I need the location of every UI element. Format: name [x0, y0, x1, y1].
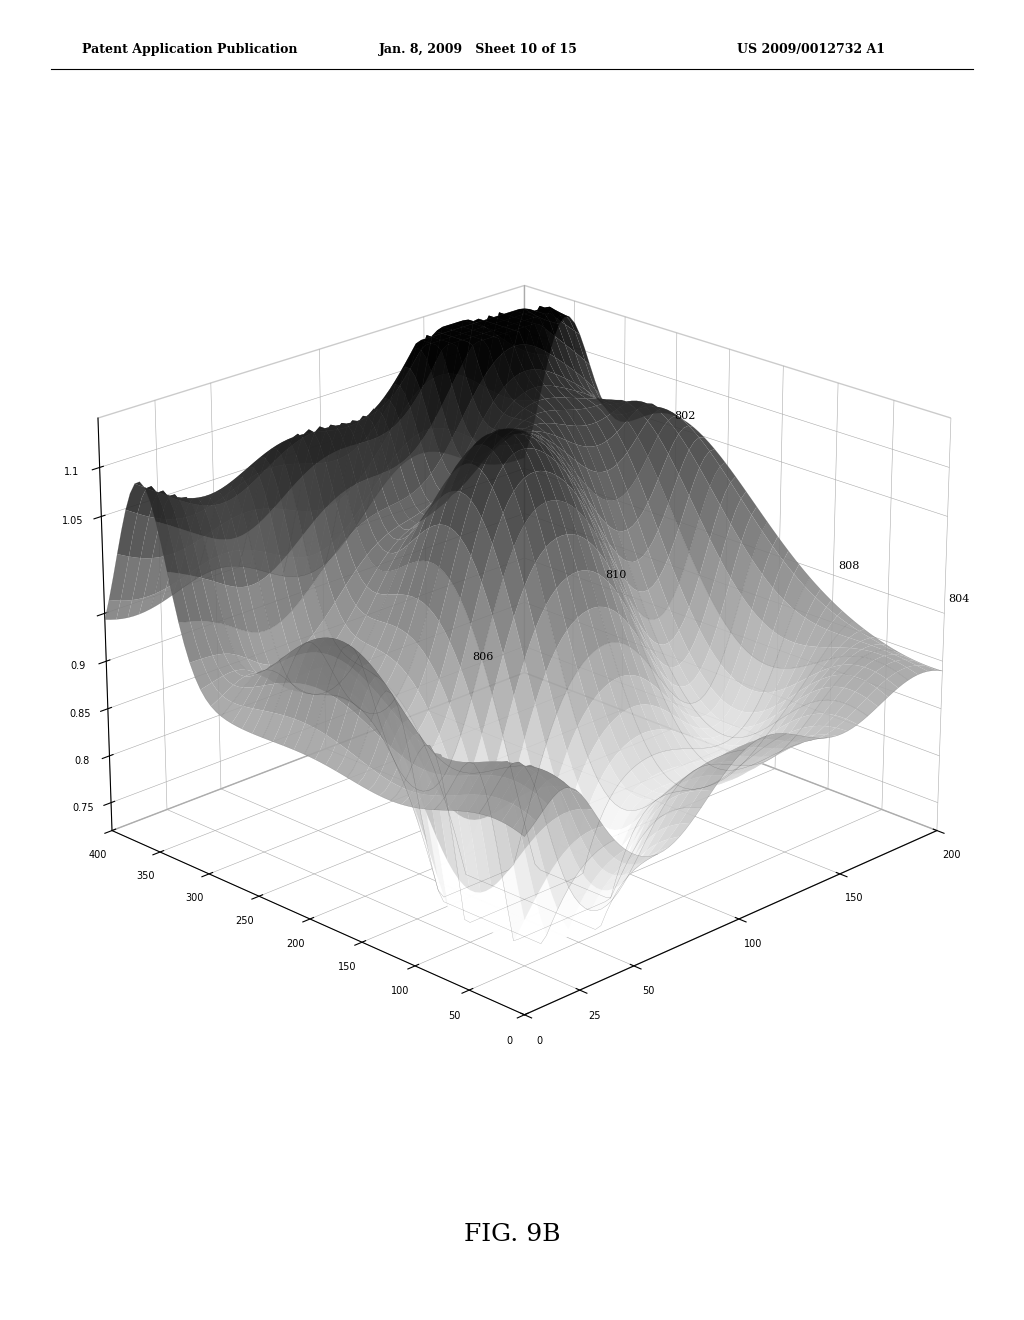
Text: US 2009/0012732 A1: US 2009/0012732 A1	[737, 42, 886, 55]
Text: Patent Application Publication: Patent Application Publication	[82, 42, 297, 55]
Text: FIG. 9B: FIG. 9B	[464, 1222, 560, 1246]
Text: Jan. 8, 2009   Sheet 10 of 15: Jan. 8, 2009 Sheet 10 of 15	[379, 42, 578, 55]
